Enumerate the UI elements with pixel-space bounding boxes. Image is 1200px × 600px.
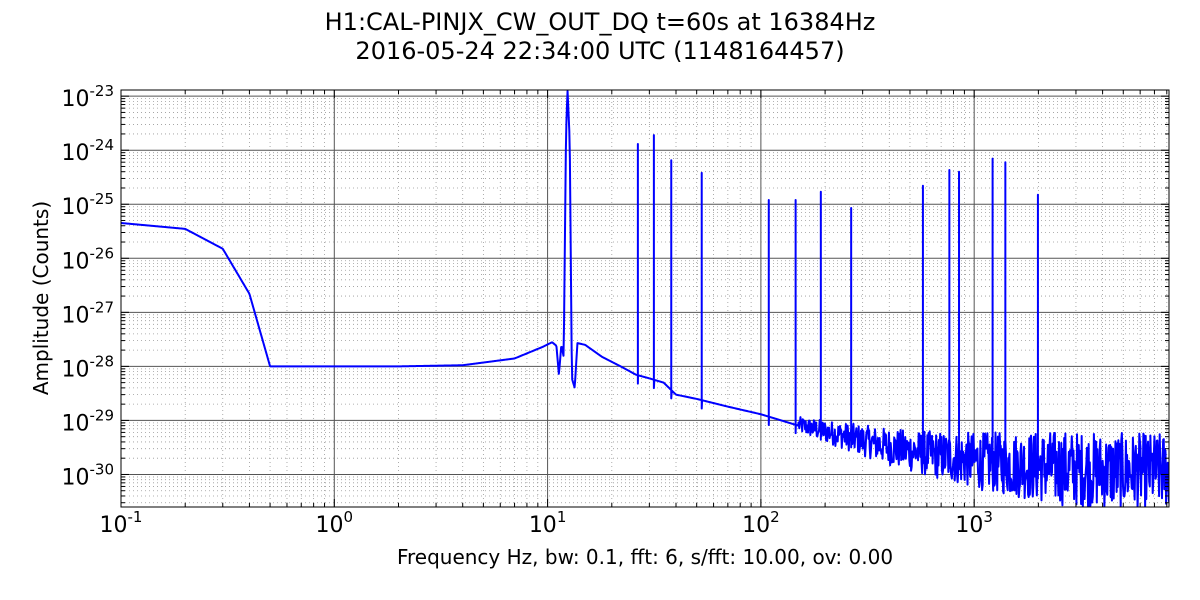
y-tick-label: 10-27 [62, 298, 115, 328]
tick-labels: 10-1 100 101 102 103 10-30 10-29 10-28 10-27 10-2… [62, 82, 993, 538]
y-tick-label: 10-26 [62, 244, 115, 274]
x-tick-label: 10-1 [100, 508, 143, 538]
x-tick-label: 102 [742, 508, 780, 538]
y-tick-label: 10-23 [62, 82, 115, 112]
chart-subtitle: 2016-05-24 22:34:00 UTC (1148164457) [355, 37, 845, 65]
amplitude-series-line [121, 90, 1169, 507]
plot-area-background [121, 90, 1169, 507]
series-layer [121, 90, 1169, 507]
grid-lines [120, 90, 1169, 507]
plot-frame [120, 89, 1170, 508]
y-axis-label: Amplitude (Counts) [29, 201, 53, 395]
x-tick-label: 101 [529, 508, 567, 538]
chart-title: H1:CAL-PINJX_CW_OUT_DQ t=60s at 16384Hz [324, 8, 876, 36]
y-tick-label: 10-29 [62, 406, 115, 436]
y-tick-label: 10-28 [62, 352, 115, 382]
x-tick-label: 100 [316, 508, 354, 538]
y-tick-label: 10-25 [62, 190, 115, 220]
x-tick-label: 103 [955, 508, 993, 538]
axis-ticks [120, 90, 1169, 507]
x-axis-label: Frequency Hz, bw: 0.1, fft: 6, s/fft: 10… [397, 545, 893, 569]
y-tick-label: 10-24 [62, 136, 115, 166]
y-tick-label: 10-30 [62, 460, 115, 490]
